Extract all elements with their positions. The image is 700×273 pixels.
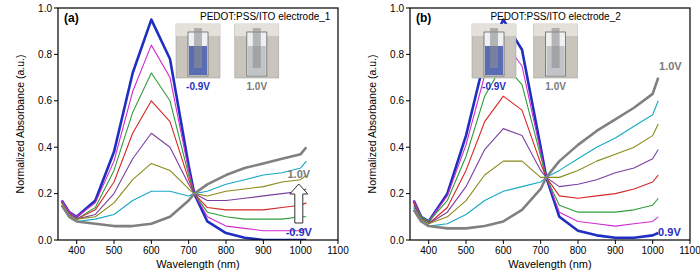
y-tick bbox=[406, 54, 410, 55]
x-tick-label: 1100 bbox=[327, 245, 349, 256]
spectrum-line bbox=[414, 124, 659, 224]
y-tick bbox=[54, 147, 58, 148]
inset-label: -0.9V bbox=[482, 81, 506, 92]
plot-frame bbox=[58, 8, 338, 240]
figure: 400 500 600 700 800 900 1000 1100 0.0 0.2 0.4 0.6 0.… bbox=[0, 0, 700, 273]
y-tick bbox=[406, 147, 410, 148]
spectrum-line bbox=[62, 163, 307, 219]
x-tick bbox=[615, 240, 616, 244]
x-tick-label: 700 bbox=[180, 245, 197, 256]
y-tick-label: 0.0 bbox=[38, 235, 52, 246]
potential-label: 1.0V bbox=[659, 60, 682, 72]
x-tick-label: 900 bbox=[607, 245, 624, 256]
y-tick bbox=[406, 240, 410, 241]
x-tick bbox=[652, 240, 653, 244]
y-tick bbox=[54, 54, 58, 55]
x-tick-label: 1100 bbox=[679, 245, 700, 256]
inset-label: 1.0V bbox=[545, 81, 566, 92]
y-tick bbox=[406, 193, 410, 194]
x-tick-label: 500 bbox=[458, 245, 475, 256]
y-tick bbox=[54, 240, 58, 241]
spectrum-line bbox=[62, 20, 307, 240]
y-tick-label: 0.8 bbox=[38, 49, 52, 60]
x-tick bbox=[690, 240, 691, 244]
y-tick bbox=[406, 8, 410, 9]
y-tick-label: 1.0 bbox=[390, 3, 404, 14]
x-tick bbox=[503, 240, 504, 244]
x-axis-label: Wavelength (nm) bbox=[156, 258, 239, 270]
x-tick bbox=[428, 240, 429, 244]
y-axis-label: Normalized Absorbance (a.u.) bbox=[14, 55, 26, 194]
x-tick-label: 800 bbox=[570, 245, 587, 256]
spectrum-line bbox=[62, 147, 307, 226]
x-tick-label: 500 bbox=[106, 245, 123, 256]
x-tick-label: 400 bbox=[68, 245, 85, 256]
spectrum-line bbox=[414, 20, 659, 238]
spectrum-line bbox=[414, 101, 659, 226]
x-tick-label: 1000 bbox=[290, 245, 313, 256]
y-tick-label: 0.8 bbox=[390, 49, 404, 60]
arrow bbox=[290, 184, 308, 223]
y-tick bbox=[406, 100, 410, 101]
panel-label: (a) bbox=[64, 11, 79, 25]
spectrum-line bbox=[62, 73, 307, 219]
y-tick bbox=[54, 193, 58, 194]
y-tick-label: 0.6 bbox=[38, 95, 52, 106]
x-tick bbox=[466, 240, 467, 244]
potential-label: -0.9V bbox=[286, 226, 313, 238]
y-tick-label: 0.4 bbox=[390, 142, 404, 153]
x-tick-label: 400 bbox=[420, 245, 437, 256]
inset-photo bbox=[472, 24, 516, 78]
y-tick bbox=[54, 100, 58, 101]
y-tick-label: 0.2 bbox=[390, 188, 404, 199]
inset-photo bbox=[534, 24, 578, 78]
potential-label: 1.0V bbox=[287, 168, 310, 180]
x-tick bbox=[226, 240, 227, 244]
spectrum-line bbox=[62, 101, 307, 219]
spectrum-line bbox=[414, 78, 659, 229]
y-tick-label: 0.0 bbox=[390, 235, 404, 246]
inset-label: -0.9V bbox=[186, 81, 210, 92]
plot-frame bbox=[410, 8, 690, 240]
x-tick bbox=[114, 240, 115, 244]
potential-label: -0.9V bbox=[654, 226, 681, 238]
spectrum-line bbox=[414, 129, 659, 224]
lines bbox=[414, 20, 659, 238]
x-tick bbox=[76, 240, 77, 244]
y-tick-label: 0.2 bbox=[38, 188, 52, 199]
x-tick bbox=[263, 240, 264, 244]
y-tick-label: 0.6 bbox=[390, 95, 404, 106]
panel: 400 500 600 700 800 900 1000 1100 0.0 0.2 0.4 0.6 0.… bbox=[14, 3, 349, 271]
panel-label: (b) bbox=[416, 11, 431, 25]
x-tick-label: 600 bbox=[495, 245, 512, 256]
x-tick bbox=[300, 240, 301, 244]
y-tick-label: 0.4 bbox=[38, 142, 52, 153]
x-tick-label: 1000 bbox=[642, 245, 665, 256]
y-tick bbox=[54, 8, 58, 9]
spectrum-line bbox=[414, 64, 659, 222]
annotation: PEDOT:PSS/ITO electrode_2 bbox=[490, 11, 621, 22]
annotation: PEDOT:PSS/ITO electrode_1 bbox=[200, 11, 331, 22]
x-tick-label: 800 bbox=[218, 245, 235, 256]
x-tick bbox=[338, 240, 339, 244]
x-tick bbox=[578, 240, 579, 244]
inset-photo bbox=[235, 24, 279, 78]
x-tick bbox=[151, 240, 152, 244]
y-tick-label: 1.0 bbox=[38, 3, 52, 14]
x-tick bbox=[188, 240, 189, 244]
x-tick-label: 600 bbox=[143, 245, 160, 256]
x-tick bbox=[540, 240, 541, 244]
lines bbox=[62, 20, 307, 240]
inset-photo bbox=[176, 24, 220, 78]
inset-label: 1.0V bbox=[247, 81, 268, 92]
x-axis-label: Wavelength (nm) bbox=[508, 258, 591, 270]
x-tick-label: 700 bbox=[532, 245, 549, 256]
spectrum-line bbox=[62, 161, 307, 221]
y-axis-label: Normalized Absorbance (a.u.) bbox=[366, 55, 378, 194]
x-tick-label: 900 bbox=[255, 245, 272, 256]
panel: 400 500 600 700 800 900 1000 1100 0.0 0.2 0.4 0.6 0.… bbox=[366, 3, 700, 271]
